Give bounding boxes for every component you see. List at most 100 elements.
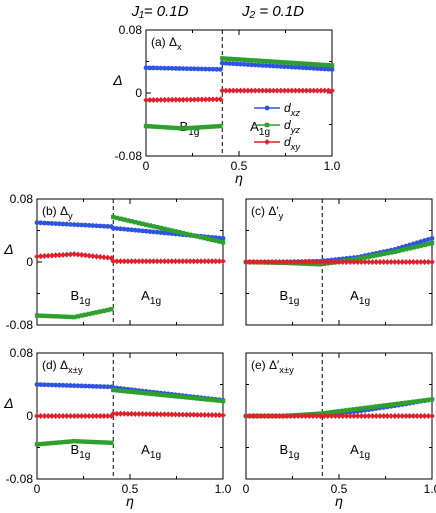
data-point bbox=[133, 219, 138, 225]
data-point bbox=[64, 314, 69, 320]
data-point bbox=[67, 251, 74, 258]
data-point bbox=[158, 124, 164, 130]
data-point bbox=[296, 87, 302, 94]
data-point bbox=[114, 388, 120, 393]
data-point bbox=[173, 394, 178, 399]
data-point bbox=[295, 259, 301, 265]
data-point bbox=[98, 309, 103, 314]
data-point bbox=[277, 87, 284, 94]
data-point bbox=[245, 87, 251, 94]
data-point bbox=[79, 222, 85, 228]
data-point bbox=[190, 258, 197, 265]
data-point bbox=[34, 253, 40, 260]
data-point bbox=[223, 56, 229, 61]
data-point bbox=[111, 387, 116, 393]
data-point bbox=[38, 220, 44, 226]
data-point bbox=[129, 389, 134, 395]
data-point bbox=[158, 65, 164, 71]
data-point bbox=[180, 230, 185, 236]
data-point bbox=[158, 411, 164, 418]
data-point bbox=[403, 400, 409, 405]
data-point bbox=[296, 65, 302, 70]
data-point bbox=[187, 96, 194, 103]
data-point bbox=[38, 313, 43, 318]
x-tick-label: 1.0 bbox=[324, 159, 341, 173]
data-point bbox=[300, 65, 306, 71]
x-tick-label: 0.5 bbox=[331, 482, 348, 496]
data-point bbox=[147, 223, 153, 228]
data-point bbox=[339, 259, 346, 265]
data-point bbox=[179, 258, 186, 265]
data-point bbox=[285, 64, 291, 70]
data-point bbox=[299, 259, 305, 265]
data-point bbox=[172, 96, 179, 103]
data-point bbox=[129, 227, 134, 233]
data-point bbox=[213, 238, 218, 243]
data-point bbox=[82, 252, 89, 259]
data-point bbox=[358, 413, 365, 419]
data-point bbox=[333, 409, 338, 414]
data-point bbox=[60, 382, 66, 388]
data-point bbox=[68, 314, 73, 320]
data-point bbox=[274, 59, 280, 65]
data-point bbox=[78, 413, 85, 419]
data-point bbox=[325, 410, 331, 415]
data-point bbox=[392, 401, 397, 407]
data-point bbox=[403, 259, 409, 265]
data-point bbox=[64, 221, 70, 227]
data-point bbox=[245, 57, 251, 63]
data-point bbox=[250, 413, 257, 419]
data-point bbox=[315, 62, 320, 67]
data-point bbox=[219, 87, 226, 94]
data-point bbox=[295, 413, 301, 419]
data-point bbox=[252, 62, 258, 68]
data-point bbox=[411, 399, 416, 405]
data-point bbox=[414, 413, 420, 419]
data-point bbox=[263, 63, 269, 68]
data-point bbox=[154, 224, 160, 230]
data-point bbox=[151, 65, 156, 71]
data-point bbox=[388, 413, 394, 419]
data-point bbox=[104, 254, 111, 261]
data-point bbox=[280, 259, 286, 265]
data-point bbox=[237, 87, 244, 94]
data-point bbox=[60, 314, 66, 319]
data-point bbox=[165, 96, 172, 103]
data-point bbox=[128, 410, 135, 417]
data-point bbox=[209, 237, 215, 242]
data-point bbox=[396, 401, 401, 406]
data-point bbox=[259, 87, 266, 94]
data-point bbox=[400, 401, 405, 406]
data-point bbox=[161, 258, 168, 265]
data-point bbox=[249, 58, 254, 63]
data-point bbox=[53, 221, 58, 227]
data-point bbox=[425, 237, 431, 242]
data-point bbox=[169, 65, 175, 71]
data-point bbox=[38, 441, 43, 447]
data-point bbox=[172, 411, 179, 418]
data-point bbox=[317, 413, 324, 419]
data-point bbox=[49, 413, 55, 419]
data-point bbox=[289, 64, 295, 70]
data-point bbox=[351, 413, 357, 419]
data-point bbox=[162, 125, 167, 130]
data-point bbox=[154, 65, 160, 71]
data-point bbox=[307, 87, 313, 94]
data-point bbox=[101, 254, 107, 261]
data-point bbox=[177, 66, 182, 71]
data-point bbox=[109, 440, 114, 445]
data-point bbox=[191, 66, 197, 72]
series-d-yz bbox=[34, 214, 226, 320]
data-point bbox=[314, 87, 321, 94]
data-point bbox=[403, 413, 409, 419]
y-tick-label: 0.08 bbox=[119, 23, 143, 37]
data-point bbox=[250, 259, 257, 265]
data-point bbox=[377, 403, 383, 409]
data-point bbox=[322, 66, 328, 72]
data-point bbox=[154, 229, 160, 235]
series-d-xy bbox=[34, 251, 226, 265]
data-point bbox=[187, 232, 193, 237]
data-point bbox=[310, 87, 317, 94]
data-point bbox=[188, 66, 194, 72]
